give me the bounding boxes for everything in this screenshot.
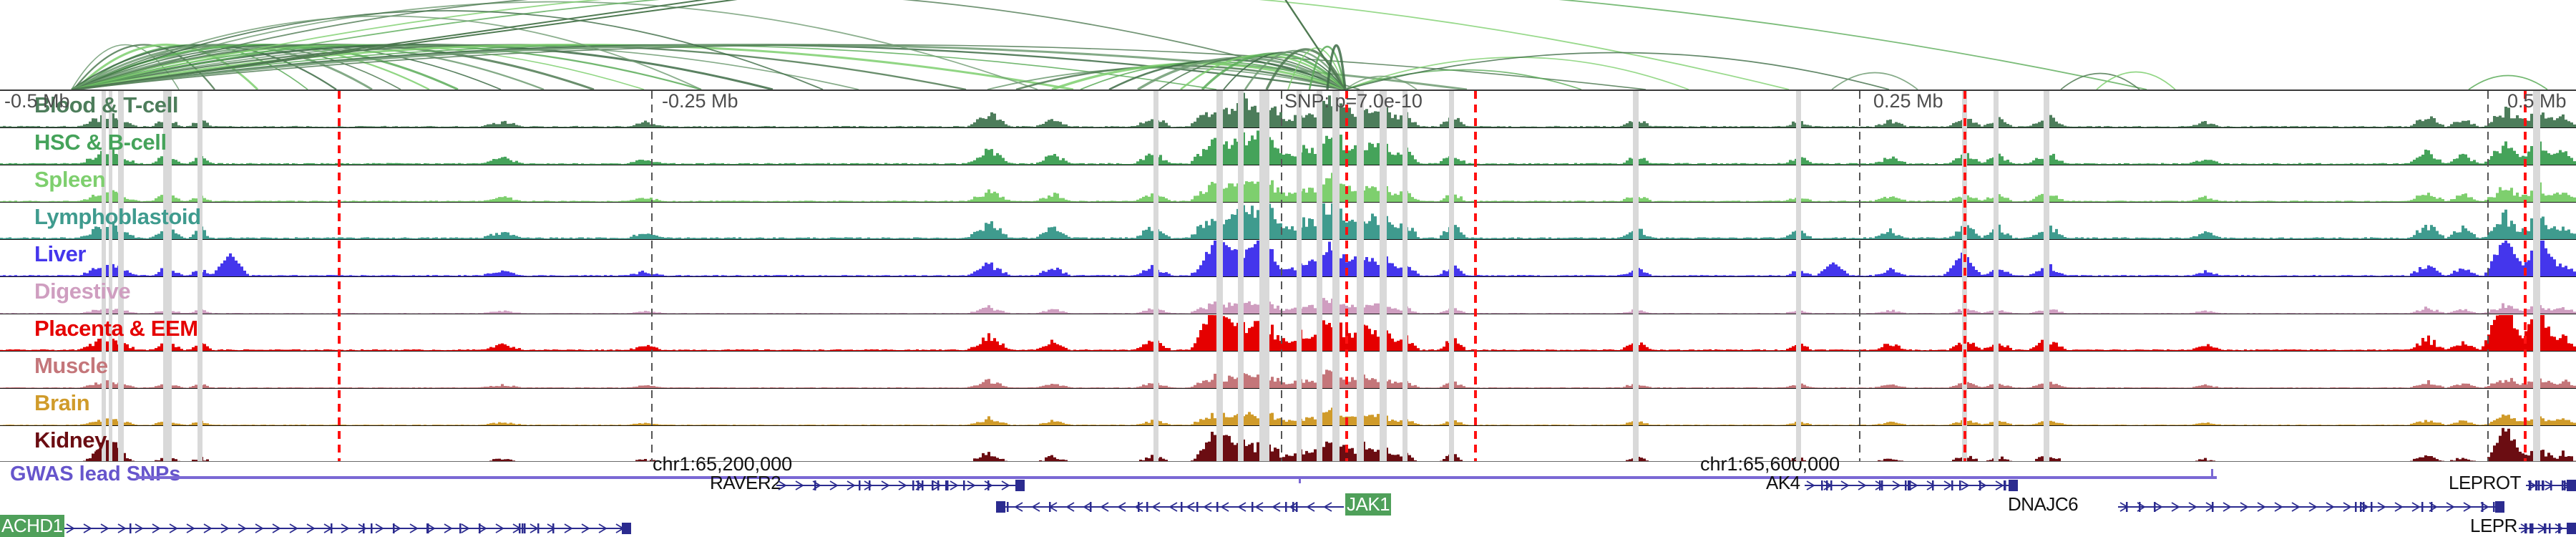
highlight-band (1994, 91, 1999, 461)
highlight-band (102, 91, 106, 461)
track-label: Placenta & EEM (34, 316, 198, 341)
gene-label-raver2[interactable]: RAVER2 (710, 472, 781, 493)
track-label: Liver (34, 241, 87, 266)
signal-track-placenta-eem[interactable]: Placenta & EEM (0, 314, 2576, 352)
axis-gridline (651, 91, 653, 461)
gene-body-leprot[interactable] (2526, 478, 2576, 493)
highlight-band (1317, 91, 1322, 461)
track-label: Muscle (34, 353, 108, 378)
coordinate-label-0: chr1:65,200,000 (653, 453, 793, 475)
snp-marker-line (1963, 91, 1966, 461)
signal-track-blood-t-cell[interactable]: Blood & T-cell (0, 91, 2576, 128)
chromatin-loop-arc-panel (0, 0, 2576, 90)
track-label: Blood & T-cell (34, 92, 179, 117)
highlight-band (1402, 91, 1407, 461)
highlight-band (1259, 91, 1269, 461)
highlight-band (1633, 91, 1639, 461)
axis-tick-0: -0.5 Mb (4, 90, 70, 112)
signal-track-muscle[interactable]: Muscle (0, 352, 2576, 389)
gene-body-lepr[interactable] (2519, 521, 2576, 536)
track-label: Digestive (34, 279, 131, 304)
gwas-lead-snps-line[interactable] (136, 476, 2217, 479)
signal-track-brain[interactable]: Brain (0, 389, 2576, 426)
gwas-snp-tick[interactable] (2211, 469, 2213, 478)
snp-pvalue-label: SNP: p=7.0e-10 (1284, 90, 1423, 112)
track-label: Kidney (34, 427, 107, 453)
highlight-band (1216, 91, 1223, 461)
highlight-band (197, 91, 203, 461)
signal-track-panel: Blood & T-cell HSC & B-cell Spleen Lymphobl… (0, 90, 2576, 462)
highlight-band (118, 91, 124, 461)
highlight-band (163, 91, 172, 461)
axis-gridline (1281, 91, 1282, 461)
signal-track-lymphoblastoid[interactable]: Lymphoblastoid (0, 203, 2576, 240)
highlight-band (2044, 91, 2049, 461)
gene-body-ak4[interactable] (1805, 478, 2018, 493)
track-list: Blood & T-cell HSC & B-cell Spleen Lymphobl… (0, 91, 2576, 461)
gene-label-lepr[interactable]: LEPR (2470, 515, 2517, 536)
coordinate-label-1: chr1:65,600,000 (1700, 453, 1840, 475)
highlight-band (1153, 91, 1158, 461)
highlight-band (2533, 91, 2540, 461)
gene-label-ak4[interactable]: AK4 (1766, 472, 1800, 493)
highlight-band (1297, 91, 1302, 461)
highlight-band (1796, 91, 1801, 461)
gwas-lead-snps-label: GWAS lead SNPs (10, 463, 181, 485)
gene-body-jak1[interactable] (996, 499, 1344, 515)
snp-marker-line (2524, 91, 2527, 461)
gene-label-achd1[interactable]: ACHD1 (0, 515, 64, 537)
signal-track-liver[interactable]: Liver (0, 240, 2576, 277)
gene-body-achd1[interactable] (64, 521, 631, 536)
axis-tick-1: -0.25 Mb (662, 90, 738, 112)
highlight-band (1332, 91, 1340, 461)
track-label: Brain (34, 390, 90, 415)
axis-tick-3: 0.5 Mb (2507, 90, 2567, 112)
snp-marker-line (1474, 91, 1477, 461)
signal-track-kidney[interactable]: Kidney (0, 426, 2576, 461)
snp-marker-line (338, 91, 341, 461)
highlight-band (1238, 91, 1244, 461)
axis-gridline (1859, 91, 1860, 461)
highlight-band (109, 91, 112, 461)
gwas-snp-tick[interactable] (1299, 476, 1301, 483)
annotation-panel: GWAS lead SNPs chr1:65,200,000 chr1:65,60… (0, 453, 2576, 537)
gene-body-raver2[interactable] (776, 478, 1025, 493)
signal-track-digestive[interactable]: Digestive (0, 277, 2576, 314)
axis-gridline (2487, 91, 2489, 461)
gene-label-dnajc6[interactable]: DNAJC6 (2008, 493, 2079, 515)
axis-tick-2: 0.25 Mb (1873, 90, 1943, 112)
snp-marker-line (1345, 91, 1348, 461)
track-label: HSC & B-cell (34, 130, 167, 155)
highlight-band (1357, 91, 1364, 461)
signal-track-spleen[interactable]: Spleen (0, 165, 2576, 203)
track-label: Spleen (34, 167, 106, 192)
highlight-band (1380, 91, 1387, 461)
signal-track-hsc-b-cell[interactable]: HSC & B-cell (0, 128, 2576, 165)
gene-body-dnajc6[interactable] (2118, 499, 2504, 515)
gene-label-jak1[interactable]: JAK1 (1345, 493, 1392, 516)
track-label: Lymphoblastoid (34, 204, 201, 229)
highlight-band (1449, 91, 1454, 461)
gene-label-leprot[interactable]: LEPROT (2449, 472, 2522, 493)
